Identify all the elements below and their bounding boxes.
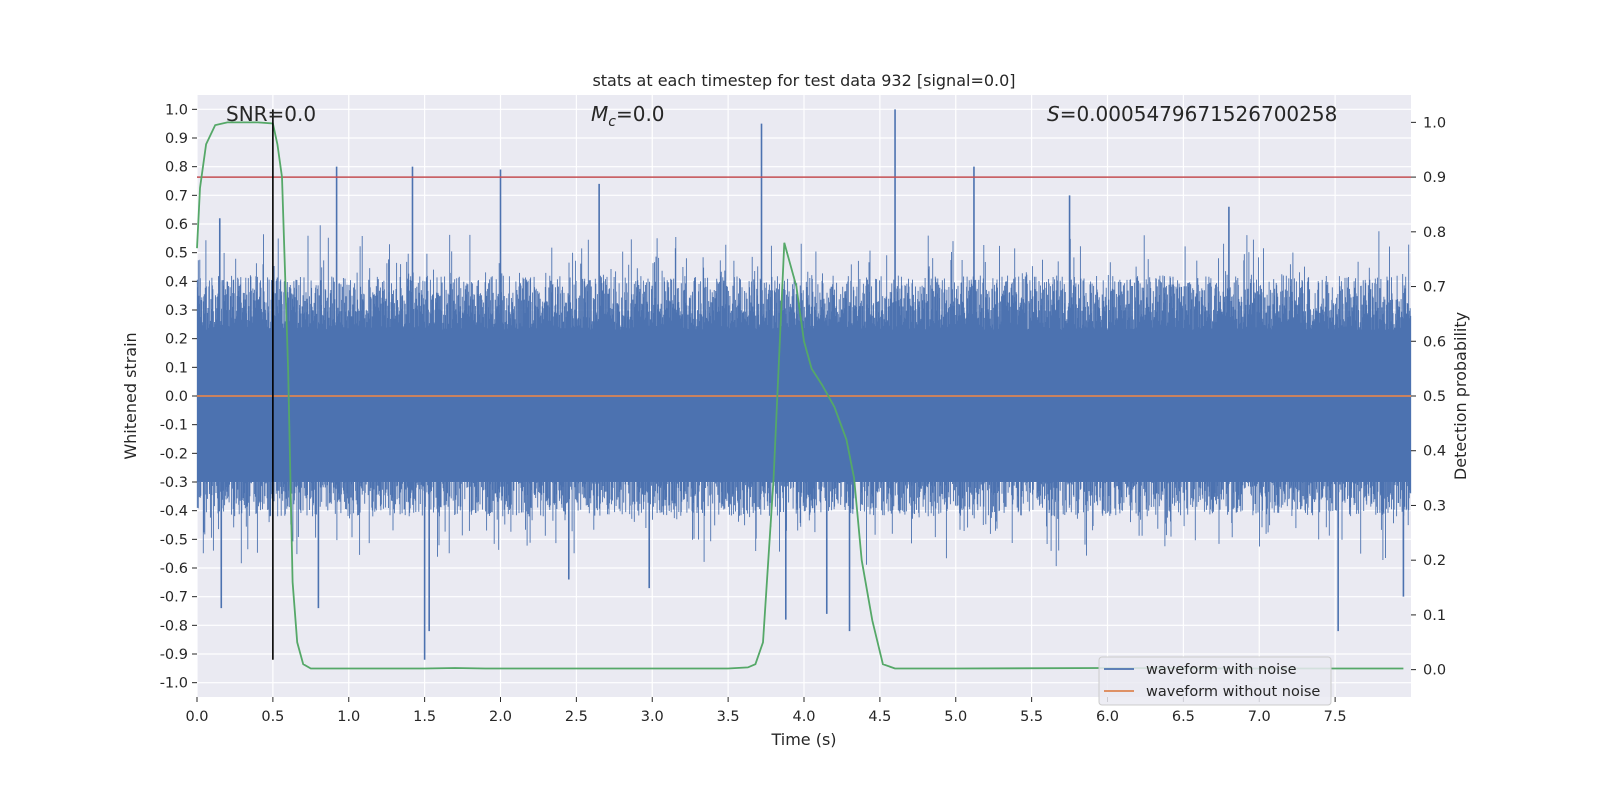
- y-tick-label: -0.2: [160, 446, 188, 462]
- y-tick-label: -0.5: [160, 532, 188, 548]
- annotation-mc: Mc=0.0: [591, 102, 665, 130]
- x-tick-label: 3.5: [717, 709, 740, 725]
- y-tick-label: -0.1: [160, 418, 188, 434]
- x-tick-label: 0.5: [261, 709, 284, 725]
- y-tick-label: 0.5: [165, 246, 188, 262]
- y-right-tick-label: 0.4: [1423, 444, 1446, 460]
- x-tick-label: 6.0: [1096, 709, 1119, 725]
- y-tick-label: 0.2: [165, 332, 188, 348]
- x-tick-label: 1.5: [413, 709, 436, 725]
- annotation-mc-symbol: M: [591, 102, 608, 126]
- y-tick-label: 0.8: [165, 160, 188, 176]
- x-tick-label: 6.5: [1172, 709, 1195, 725]
- annotation-mc-value: =0.0: [616, 102, 665, 126]
- x-tick-label: 0.0: [185, 709, 208, 725]
- y-right-tick-label: 0.3: [1423, 498, 1446, 514]
- legend: waveform with noise waveform without noi…: [1098, 656, 1332, 706]
- y-right-tick-label: 0.5: [1423, 389, 1446, 405]
- chart-title: stats at each timestep for test data 932…: [592, 71, 1015, 90]
- legend-label-waveform-without-noise: waveform without noise: [1146, 684, 1320, 700]
- series-lines: [196, 109, 1411, 670]
- x-axis-label: Time (s): [770, 730, 836, 749]
- y-tick-label: -1.0: [160, 676, 188, 692]
- y-tick-label: 1.0: [165, 102, 188, 118]
- y-tick-label: 0.0: [165, 389, 188, 405]
- x-tick-label: 7.0: [1248, 709, 1271, 725]
- axis-ticks: 0.0 0.5 1.0 1.5 2.0 2.5 3.0 3.5 4.0 4.5 5.0 5.5 6.0 6…: [160, 102, 1446, 725]
- x-tick-label: 2.0: [489, 709, 512, 725]
- y-tick-label: 0.3: [165, 303, 188, 319]
- annotation-snr: SNR=0.0: [226, 102, 316, 126]
- noise-core: [197, 338, 1411, 482]
- y-axis-right-label: Detection probability: [1451, 312, 1470, 480]
- annotation-s: S=0.0005479671526700258: [1047, 102, 1337, 126]
- y-tick-label: 0.1: [165, 360, 188, 376]
- y-tick-label: -0.3: [160, 475, 188, 491]
- x-tick-label: 4.5: [868, 709, 891, 725]
- x-tick-label: 2.5: [565, 709, 588, 725]
- legend-box: [1098, 656, 1332, 706]
- x-tick-label: 4.0: [792, 709, 815, 725]
- annotation-mc-subscript: c: [608, 114, 616, 130]
- y-right-tick-label: 0.8: [1423, 225, 1446, 241]
- y-axis-label: Whitened strain: [121, 332, 140, 459]
- x-tick-label: 5.0: [944, 709, 967, 725]
- x-tick-label: 3.0: [641, 709, 664, 725]
- y-right-tick-label: 0.9: [1423, 170, 1446, 186]
- y-tick-label: -0.9: [160, 647, 188, 663]
- x-tick-label: 5.5: [1020, 709, 1043, 725]
- annotation-s-symbol: S: [1047, 102, 1060, 126]
- y-right-tick-label: 0.7: [1423, 280, 1446, 296]
- y-tick-label: -0.8: [160, 618, 188, 634]
- annotation-s-value: =0.0005479671526700258: [1060, 102, 1338, 126]
- y-tick-label: -0.6: [160, 561, 188, 577]
- y-right-tick-label: 0.1: [1423, 608, 1446, 624]
- x-tick-label: 1.0: [337, 709, 360, 725]
- y-right-tick-label: 0.6: [1423, 334, 1446, 350]
- y-tick-label: -0.7: [160, 590, 188, 606]
- y-tick-label: 0.6: [165, 217, 188, 233]
- series-detection-probability: [196, 121, 1404, 670]
- y-tick-label: 0.4: [165, 274, 188, 290]
- y-tick-label: 0.7: [165, 188, 188, 204]
- y-right-tick-label: 1.0: [1423, 115, 1446, 131]
- series-waveform-with-noise: [196, 109, 1412, 660]
- y-right-tick-label: 0.2: [1423, 553, 1446, 569]
- y-tick-label: -0.4: [160, 504, 188, 520]
- y-right-tick-label: 0.0: [1423, 663, 1446, 679]
- legend-label-waveform-with-noise: waveform with noise: [1146, 662, 1297, 678]
- x-tick-label: 7.5: [1324, 709, 1347, 725]
- y-tick-label: 0.9: [165, 131, 188, 147]
